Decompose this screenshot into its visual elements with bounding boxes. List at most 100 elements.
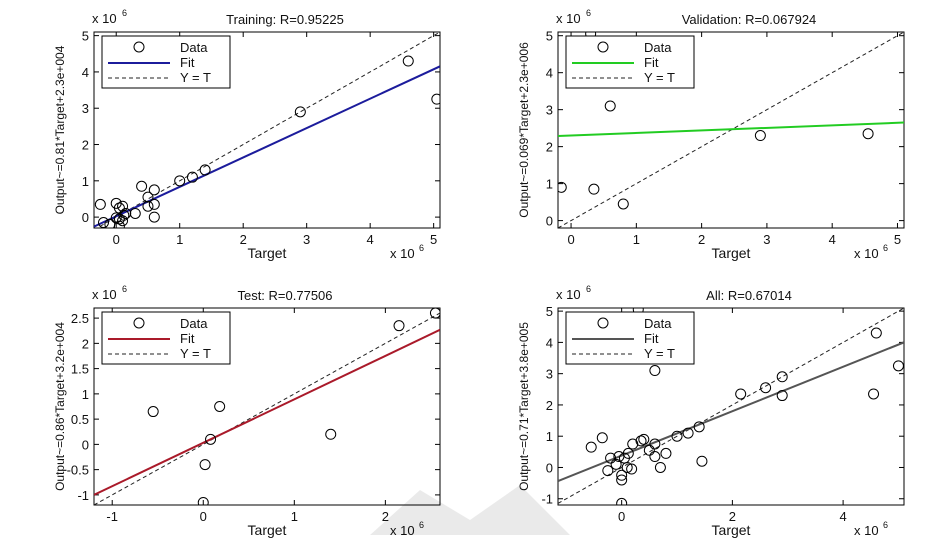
data-point — [635, 435, 647, 447]
y-exponent-label: x 10 — [92, 287, 117, 302]
x-tick-label: 0 — [618, 509, 625, 524]
y-tick-label: 0 — [82, 437, 89, 452]
data-point — [649, 365, 661, 377]
x-tick-label: 0 — [567, 232, 574, 247]
data-point — [214, 401, 226, 412]
y-axis-label: Output~=0.86*Target+3.2e+004 — [53, 322, 67, 491]
y-tick-label: 1 — [82, 387, 89, 402]
data-point — [147, 406, 159, 418]
data-point — [197, 496, 209, 505]
data-point — [205, 433, 217, 445]
y-tick-label: 1 — [546, 177, 553, 192]
x-axis-label: Target — [248, 522, 287, 538]
data-point — [605, 452, 617, 464]
data-point — [294, 106, 306, 118]
data-point — [148, 184, 160, 196]
data-point — [643, 444, 655, 456]
x-tick-label: 0 — [113, 232, 120, 247]
x-tick-label: 2 — [729, 509, 736, 524]
data-point — [638, 433, 650, 445]
y-tick-label: 1 — [82, 174, 89, 189]
x-exponent-label: x 10 — [854, 246, 879, 261]
data-point — [649, 451, 661, 463]
y-tick-label: 2 — [82, 336, 89, 351]
data-point — [776, 390, 788, 402]
y-tick-label: 1.5 — [71, 362, 89, 377]
chart-title: Validation: R=0.067924 — [682, 12, 817, 27]
data-layer-validation — [558, 32, 904, 228]
x-tick-label: 2 — [698, 232, 705, 247]
subplot-training: 0 1 2 3 4 5 0 1 2 3 4 5 Training: R=0.95225 x 10 6 x 10… — [53, 8, 441, 261]
legend-fit-label: Fit — [180, 331, 195, 346]
x-exponent-power: 6 — [883, 520, 888, 530]
data-point — [626, 463, 638, 475]
data-point — [870, 327, 882, 339]
data-point — [110, 212, 122, 224]
legend-data-marker — [597, 41, 609, 53]
fit-line — [94, 328, 440, 496]
data-point — [585, 441, 597, 453]
chart-title: Test: R=0.77506 — [237, 288, 332, 303]
y-tick-label: 2.5 — [71, 311, 89, 326]
data-point — [431, 93, 440, 105]
x-tick-label: -1 — [106, 509, 118, 524]
data-point — [682, 427, 694, 439]
data-point — [735, 388, 747, 400]
x-exponent-power: 6 — [419, 243, 424, 253]
data-point — [760, 382, 772, 394]
legend-identity-label: Y = T — [180, 70, 211, 85]
data-point — [617, 198, 629, 210]
data-point — [186, 171, 198, 183]
legend-data-marker — [133, 41, 145, 53]
data-point — [868, 388, 880, 400]
y-tick-label: 4 — [82, 65, 89, 80]
data-point — [613, 451, 625, 463]
x-tick-label: 5 — [894, 232, 901, 247]
x-exponent-power: 6 — [883, 243, 888, 253]
legend-data-label: Data — [180, 316, 208, 331]
data-point — [142, 200, 154, 212]
fit-line — [558, 121, 904, 138]
data-point — [429, 308, 440, 319]
data-point — [588, 183, 600, 195]
data-point — [148, 211, 160, 223]
data-point — [754, 130, 766, 142]
x-exponent-label: x 10 — [390, 246, 415, 261]
subplot-test: -1 0 1 2 -1 -0.5 0 0.5 1 1.5 2 2.5 Test: R=0.77506 x … — [53, 284, 441, 538]
legend-identity-label: Y = T — [644, 346, 675, 361]
y-exponent-label: x 10 — [92, 11, 117, 26]
y-tick-label: 0 — [82, 210, 89, 225]
data-point — [671, 430, 683, 442]
y-axis-label: Output~=0.81*Target+2.3e+004 — [53, 45, 67, 214]
data-point — [120, 207, 132, 219]
data-point — [660, 447, 672, 459]
identity-line — [558, 308, 904, 504]
x-tick-label: 2 — [382, 509, 389, 524]
x-tick-label: 1 — [291, 509, 298, 524]
legend-fit-label: Fit — [644, 331, 659, 346]
y-tick-label: 5 — [546, 29, 553, 44]
data-point — [325, 428, 337, 440]
x-axis-label: Target — [248, 245, 287, 261]
y-tick-label: -1 — [77, 488, 89, 503]
data-layer-test — [94, 308, 440, 505]
x-exponent-label: x 10 — [390, 523, 415, 538]
data-point — [136, 180, 148, 192]
legend-fit-label: Fit — [180, 55, 195, 70]
y-tick-label: 3 — [546, 367, 553, 382]
x-tick-label: 1 — [176, 232, 183, 247]
data-point — [393, 320, 405, 332]
data-point — [649, 438, 661, 450]
data-point — [148, 198, 160, 210]
data-point — [98, 217, 110, 228]
y-exponent-power: 6 — [586, 8, 591, 18]
x-tick-label: 0 — [200, 509, 207, 524]
y-tick-label: 5 — [82, 29, 89, 44]
y-exponent-label: x 10 — [556, 287, 581, 302]
data-point — [596, 432, 608, 444]
data-point — [610, 458, 622, 470]
y-tick-label: 4 — [546, 335, 553, 350]
data-layer-all — [558, 308, 904, 505]
legend-data-label: Data — [644, 40, 672, 55]
